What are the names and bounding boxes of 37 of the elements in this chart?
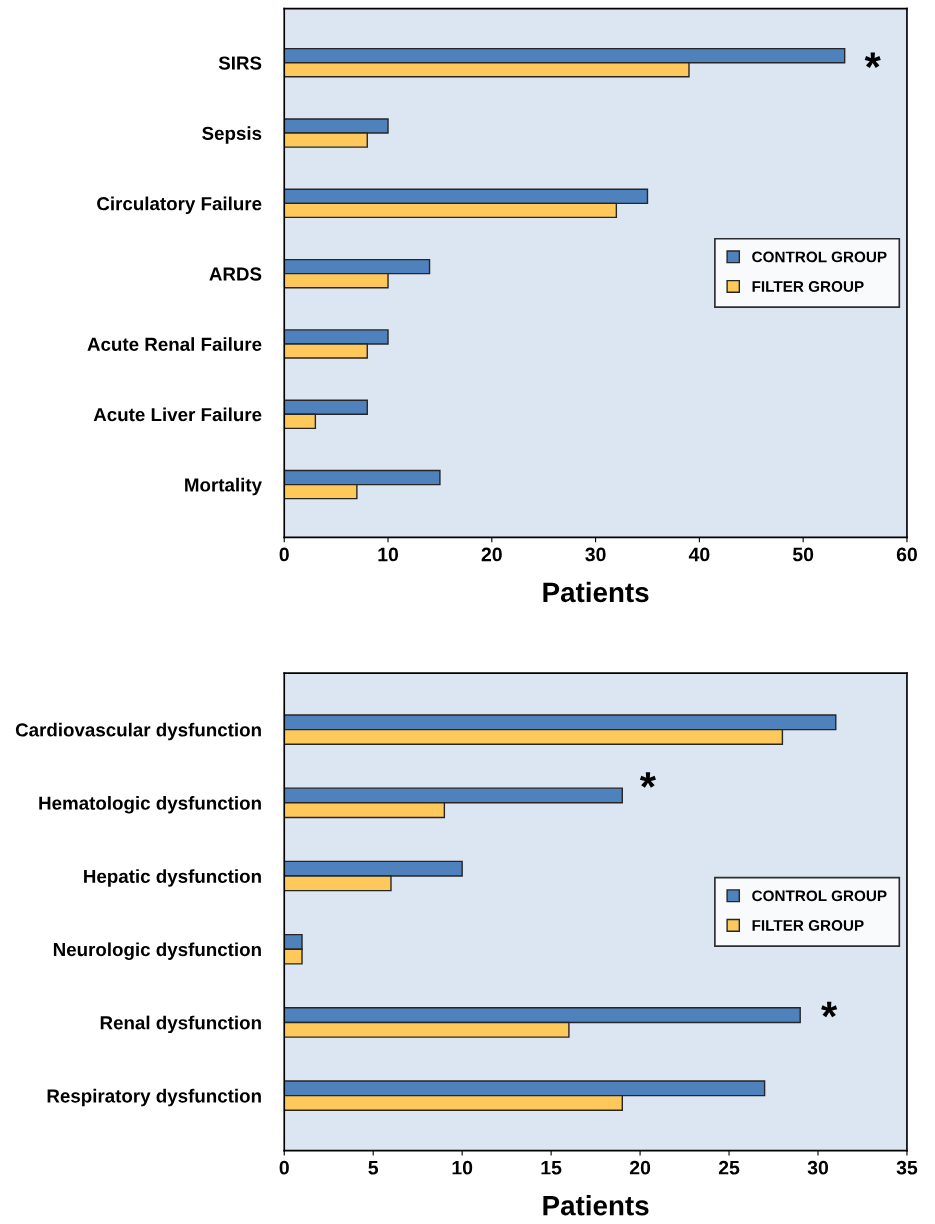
y-tick-label: Respiratory dysfunction bbox=[47, 1088, 261, 1107]
x-tick-label: 50 bbox=[792, 547, 814, 562]
y-tick-label: Acute Liver Failure bbox=[93, 407, 262, 422]
x-axis-title: Patients bbox=[543, 1195, 649, 1216]
x-tick-label: 5 bbox=[368, 1161, 379, 1175]
x-tick-label: 0 bbox=[279, 1160, 289, 1175]
legend-label: CONTROL GROUP bbox=[752, 251, 887, 263]
x-tick-label: 60 bbox=[896, 547, 917, 562]
y-tick-label: Renal dysfunction bbox=[100, 1015, 261, 1034]
x-tick-label: 30 bbox=[585, 547, 606, 562]
legend-label: FILTER GROUP bbox=[752, 281, 864, 292]
x-axis-title: Patients bbox=[543, 581, 649, 603]
x-tick-label: 0 bbox=[279, 547, 289, 562]
y-tick-label: Circulatory Failure bbox=[97, 196, 262, 215]
x-tick-label: 15 bbox=[541, 1161, 562, 1175]
annotation: * bbox=[821, 1001, 838, 1018]
y-tick-label: Neurologic dysfunction bbox=[53, 942, 261, 960]
y-tick-label: Acute Renal Failure bbox=[87, 337, 262, 351]
y-tick-label: Sepsis bbox=[202, 126, 262, 144]
x-tick-label: 25 bbox=[718, 1160, 740, 1175]
y-tick-label: Mortality bbox=[185, 477, 262, 496]
annotation: * bbox=[639, 772, 656, 788]
y-tick-label: Hematologic dysfunction bbox=[39, 796, 261, 814]
y-tick-label: Cardiovascular dysfunction bbox=[15, 722, 261, 741]
x-tick-label: 30 bbox=[807, 1160, 829, 1175]
annotation: * bbox=[864, 52, 881, 69]
legend-label: FILTER GROUP bbox=[752, 920, 864, 931]
x-tick-label: 20 bbox=[629, 1160, 651, 1175]
x-tick-label: 40 bbox=[688, 547, 710, 562]
y-tick-label: SIRS bbox=[218, 56, 262, 70]
x-tick-label: 20 bbox=[481, 547, 502, 562]
legend-label: CONTROL GROUP bbox=[752, 890, 887, 902]
x-tick-label: 10 bbox=[452, 1160, 473, 1175]
y-tick-label: Hepatic dysfunction bbox=[84, 869, 261, 887]
y-tick-label: ARDS bbox=[209, 267, 262, 281]
x-tick-label: 10 bbox=[378, 547, 399, 562]
x-tick-label: 35 bbox=[896, 1160, 918, 1175]
